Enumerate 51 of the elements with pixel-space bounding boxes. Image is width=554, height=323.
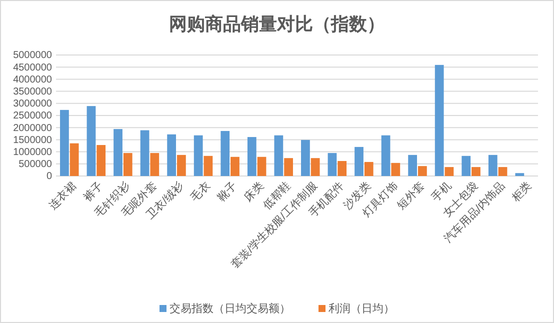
y-tick-label: 4500000	[13, 62, 52, 74]
y-tick-label: 2000000	[13, 122, 52, 134]
bar	[220, 130, 230, 176]
bar	[284, 158, 293, 176]
bar	[472, 167, 480, 176]
x-tick-label: 靴子	[215, 180, 240, 204]
bar	[408, 154, 418, 176]
bar	[257, 156, 266, 176]
bar	[86, 106, 96, 176]
bar	[515, 173, 524, 176]
bar	[204, 156, 213, 176]
bar	[381, 135, 390, 176]
y-tick-label: 500000	[18, 159, 52, 170]
legend-label: 交易指数（日均交易额）	[170, 302, 290, 315]
bar	[70, 143, 79, 176]
bar	[301, 140, 310, 176]
x-tick-label: 毛衣	[188, 179, 213, 204]
bar	[114, 129, 122, 176]
x-tick-label: 柜类	[508, 179, 534, 205]
bar	[247, 137, 256, 176]
bar	[364, 162, 374, 176]
bar	[167, 134, 176, 176]
bar	[310, 158, 320, 176]
bar	[60, 110, 69, 176]
bar	[391, 162, 400, 176]
bar	[230, 156, 240, 176]
bar	[354, 146, 364, 176]
bar	[434, 64, 444, 176]
bar	[418, 166, 427, 176]
bar	[444, 167, 454, 176]
y-tick-label: 5000000	[13, 50, 52, 62]
y-tick-label: 4000000	[13, 74, 52, 86]
bar	[150, 153, 160, 176]
bar	[274, 135, 284, 176]
chart-title: 网购商品销量对比（指数）	[169, 14, 385, 35]
bar	[194, 135, 203, 176]
bar	[140, 130, 150, 176]
bar	[96, 145, 106, 176]
bar	[338, 160, 347, 176]
y-tick-label: 1000000	[13, 147, 52, 158]
y-tick-label: 3000000	[13, 98, 52, 110]
bar	[176, 154, 186, 176]
bar	[328, 153, 337, 176]
bar	[462, 156, 471, 176]
bar	[488, 154, 498, 176]
legend-label: 利润（日均）	[328, 302, 394, 315]
y-tick-label: 2500000	[13, 110, 52, 122]
y-tick-label: 1500000	[13, 134, 52, 146]
y-tick-label: 3500000	[13, 86, 52, 98]
bar	[498, 167, 508, 176]
bar	[123, 153, 132, 176]
